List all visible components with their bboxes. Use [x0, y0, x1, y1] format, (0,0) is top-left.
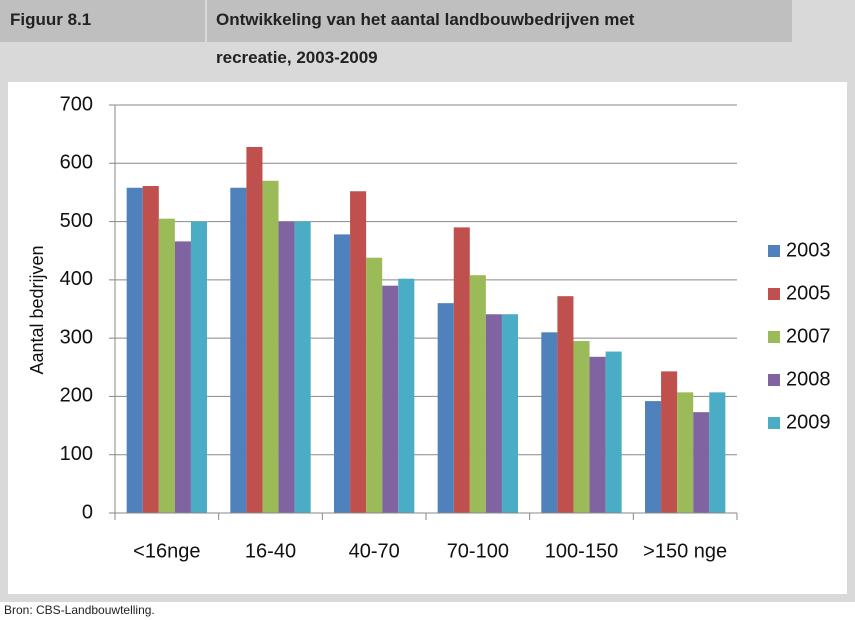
bar	[158, 218, 175, 513]
bar	[453, 227, 470, 513]
bar	[573, 341, 590, 513]
figure-title: recreatie, 2003-2009	[216, 48, 378, 67]
bar	[278, 221, 295, 514]
x-tick-label: 70-100	[447, 540, 509, 562]
y-tick-label: 300	[60, 326, 93, 348]
bar	[366, 257, 383, 513]
legend-label: 2003	[786, 239, 831, 261]
bar	[661, 371, 678, 513]
y-tick-label: 700	[60, 93, 93, 115]
legend-swatch	[768, 245, 780, 257]
bar	[142, 186, 159, 513]
bar	[382, 285, 399, 513]
legend-label: 2009	[786, 411, 831, 433]
bar	[350, 191, 367, 513]
bar	[437, 303, 454, 513]
y-tick-label: 500	[60, 210, 93, 232]
bar	[294, 221, 311, 514]
x-tick-label: 16-40	[245, 540, 296, 562]
bar	[469, 275, 486, 513]
bar	[485, 314, 502, 513]
legend-label: 2005	[786, 282, 831, 304]
header-cell	[207, 0, 792, 42]
bar	[262, 180, 279, 513]
bar	[501, 314, 519, 513]
bar	[644, 401, 662, 513]
x-tick-label: 100-150	[545, 540, 618, 562]
bar	[693, 412, 710, 513]
x-tick-label: >150 nge	[643, 540, 727, 562]
y-tick-label: 600	[60, 152, 93, 174]
figure-number: Figuur 8.1	[10, 10, 92, 29]
bar	[174, 241, 191, 514]
legend-swatch	[768, 288, 780, 300]
legend-swatch	[768, 374, 780, 386]
bar	[398, 278, 415, 513]
y-axis-label: Aantal bedrijven	[27, 245, 47, 374]
bar	[190, 221, 208, 514]
bar	[605, 351, 622, 513]
y-tick-label: 200	[60, 385, 93, 407]
bar	[709, 392, 726, 513]
bar	[557, 296, 574, 513]
legend-swatch	[768, 331, 780, 343]
legend-label: 2007	[786, 325, 831, 347]
source-note: Bron: CBS-Landbouwtelling.	[4, 603, 155, 617]
bar	[541, 332, 558, 513]
figure-title: Ontwikkeling van het aantal landbouwbedr…	[216, 10, 635, 29]
bar	[589, 356, 606, 513]
x-tick-label: 40-70	[349, 540, 400, 562]
bar	[230, 187, 247, 513]
bar	[126, 187, 143, 513]
bar	[677, 392, 694, 513]
bar	[246, 146, 263, 514]
legend-label: 2008	[786, 368, 831, 390]
y-tick-label: 0	[82, 501, 93, 523]
legend-swatch	[768, 417, 780, 429]
y-tick-label: 100	[60, 443, 93, 465]
header-cell	[0, 0, 205, 42]
x-tick-label: <16nge	[133, 540, 200, 562]
y-tick-label: 400	[60, 268, 93, 290]
bar	[333, 234, 351, 513]
